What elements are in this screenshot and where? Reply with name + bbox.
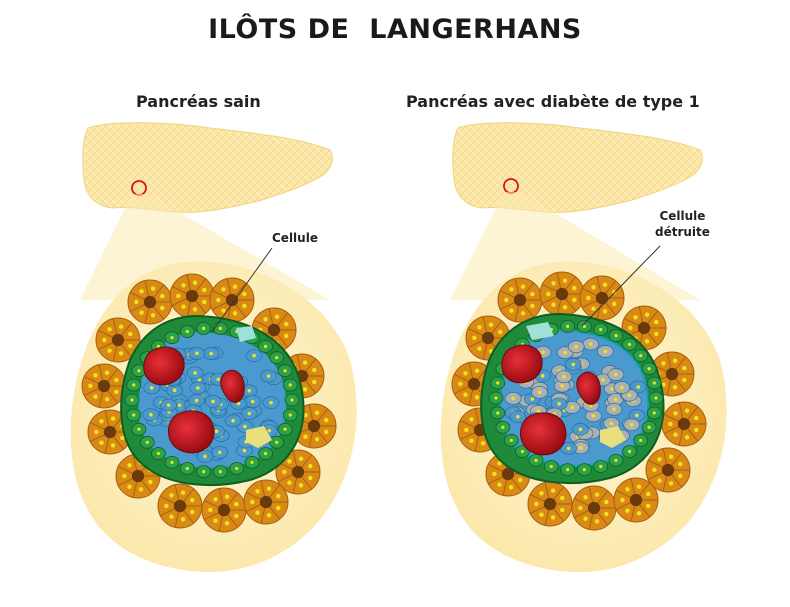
acinar-cluster [95, 317, 141, 363]
light-cell-right [526, 322, 554, 340]
acinar-cluster [127, 279, 173, 325]
zoom-cone-right [450, 192, 700, 300]
subtitle-healthy-pancreas: Pancréas sain [136, 92, 261, 111]
acinar-cluster [243, 479, 289, 525]
panel-diabetic [440, 122, 727, 572]
acinar-cluster [579, 275, 625, 321]
acinar-cluster [201, 487, 247, 533]
capillary-left-2 [220, 369, 245, 403]
alpha-cells-left [124, 321, 300, 479]
zoom-cone-left [80, 194, 330, 300]
acinar-cluster [613, 477, 659, 523]
islet-left [120, 314, 305, 487]
islet-right [480, 312, 665, 485]
acinar-cluster [81, 363, 127, 409]
pancreas-organ-right [452, 122, 703, 213]
subtitle-diabetic-pancreas: Pancréas avec diabète de type 1 [406, 92, 700, 111]
capillary-left-3 [168, 410, 215, 454]
capillary-right-3 [520, 412, 567, 456]
acinar-cluster [645, 447, 691, 493]
acinar-cluster [275, 449, 321, 495]
light-cell-left [236, 326, 256, 342]
acinar-cluster [527, 481, 573, 527]
delta-cell-right [600, 426, 626, 448]
callout-label-destroyed-cell: Cellule détruite [655, 209, 710, 239]
acinar-cluster [157, 483, 203, 529]
panel-healthy [70, 122, 357, 572]
acinar-cluster [539, 271, 585, 317]
pancreas-organ-left [82, 122, 333, 213]
acinar-cluster [571, 485, 617, 531]
capillary-right-2 [576, 371, 601, 405]
acinar-cluster [209, 277, 255, 323]
acinar-cluster [497, 277, 543, 323]
acinar-ring-left [81, 273, 337, 533]
acinar-cluster [661, 401, 707, 447]
callout-line-left [211, 247, 273, 333]
capillary-right-1 [501, 344, 543, 384]
delta-cell-left [246, 426, 272, 448]
callout-line-right [581, 245, 661, 327]
acinar-cluster [169, 273, 215, 319]
callout-label-cell: Cellule [272, 231, 318, 245]
page-title: ILÔTS DE LANGERHANS [208, 14, 582, 45]
capillary-left-1 [143, 346, 185, 386]
